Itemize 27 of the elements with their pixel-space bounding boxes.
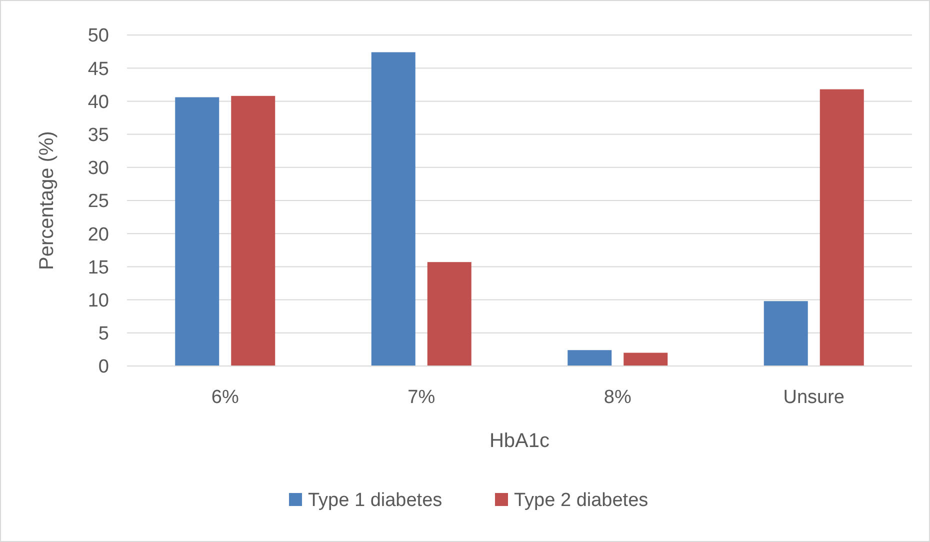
x-axis-title: HbA1c	[489, 430, 550, 452]
bar	[427, 262, 472, 366]
x-tick-label: 8%	[604, 387, 632, 408]
bar	[820, 89, 864, 366]
y-axis-title: Percentage (%)	[36, 131, 58, 270]
y-tick-label: 5	[98, 324, 109, 345]
y-tick-label: 45	[88, 58, 109, 80]
legend-label: Type 2 diabetes	[514, 490, 648, 511]
y-tick-label: 25	[88, 191, 109, 212]
bar	[371, 52, 416, 366]
x-tick-label: 6%	[211, 387, 239, 408]
x-tick-label: Unsure	[783, 387, 844, 408]
legend-label: Type 1 diabetes	[308, 490, 442, 511]
y-tick-label: 30	[88, 158, 109, 180]
y-tick-label: 20	[88, 224, 109, 246]
y-tick-label: 0	[98, 356, 109, 378]
y-tick-label: 15	[88, 257, 109, 278]
bar	[568, 350, 612, 366]
bar	[624, 352, 668, 366]
y-tick-label: 10	[88, 290, 109, 312]
y-tick-label: 35	[88, 124, 109, 146]
bar	[231, 96, 276, 366]
bar	[764, 301, 808, 366]
bar	[175, 97, 220, 366]
y-tick-label: 40	[88, 92, 109, 113]
x-tick-label: 7%	[408, 387, 436, 408]
y-tick-label: 50	[88, 26, 109, 47]
